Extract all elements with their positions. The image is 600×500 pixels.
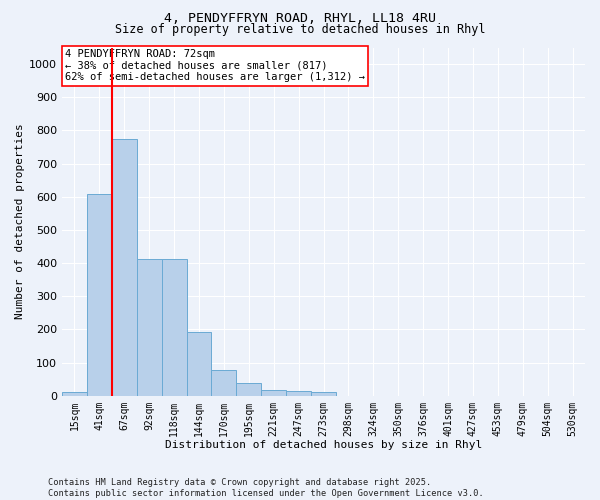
Bar	[161, 259, 187, 396]
Bar	[112, 138, 137, 396]
Bar	[261, 390, 286, 396]
Text: Contains HM Land Registry data © Crown copyright and database right 2025.
Contai: Contains HM Land Registry data © Crown c…	[48, 478, 484, 498]
Bar	[311, 392, 336, 396]
Text: 4 PENDYFFRYN ROAD: 72sqm
← 38% of detached houses are smaller (817)
62% of semi-: 4 PENDYFFRYN ROAD: 72sqm ← 38% of detach…	[65, 49, 365, 82]
Bar	[62, 392, 87, 396]
Y-axis label: Number of detached properties: Number of detached properties	[15, 124, 25, 320]
Bar	[187, 332, 211, 396]
Bar	[211, 370, 236, 396]
X-axis label: Distribution of detached houses by size in Rhyl: Distribution of detached houses by size …	[165, 440, 482, 450]
Bar	[236, 384, 261, 396]
Text: Size of property relative to detached houses in Rhyl: Size of property relative to detached ho…	[115, 22, 485, 36]
Bar	[286, 390, 311, 396]
Bar	[87, 194, 112, 396]
Bar	[137, 259, 161, 396]
Text: 4, PENDYFFRYN ROAD, RHYL, LL18 4RU: 4, PENDYFFRYN ROAD, RHYL, LL18 4RU	[164, 12, 436, 26]
